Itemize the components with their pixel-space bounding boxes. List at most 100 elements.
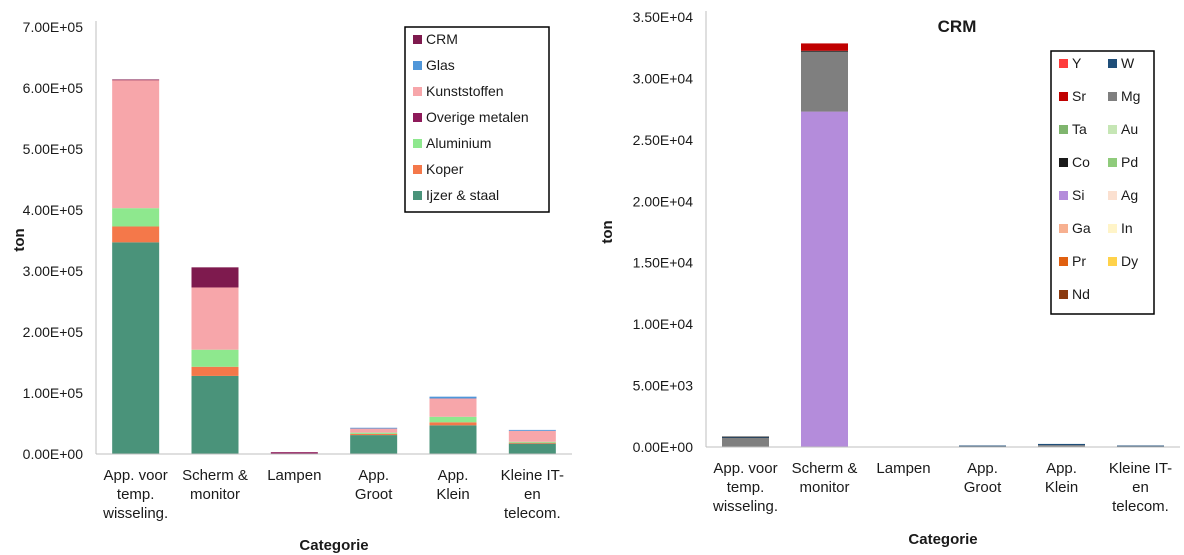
chart1-y-tick-label: 5.00E+05 [23, 141, 84, 157]
chart2-bar-segment [801, 111, 848, 447]
chart1-bar-segment [429, 422, 477, 426]
chart2-legend-swatch [1108, 92, 1117, 101]
chart2-bar-segment [722, 437, 769, 447]
chart2-bar-segment [1038, 445, 1085, 447]
chart2-category-label: App. [1046, 460, 1077, 477]
chart2-category-label: en [1132, 479, 1149, 496]
chart2-legend-swatch [1059, 92, 1068, 101]
chart2-category-label: telecom. [1112, 498, 1169, 515]
chart1-bar-segment [191, 349, 239, 367]
chart2-legend-label: In [1121, 220, 1133, 236]
chart1-category-label: telecom. [504, 505, 561, 522]
chart2-bar-segment [722, 436, 769, 438]
chart2-legend-swatch [1059, 59, 1068, 68]
chart2-legend-label: Y [1072, 55, 1082, 71]
chart2-legend-swatch [1059, 257, 1068, 266]
chart2-x-axis-title: Categorie [908, 531, 977, 548]
chart1-bar-segment [350, 433, 398, 436]
chart1-x-axis-title: Categorie [299, 537, 368, 554]
chart2-legend-swatch [1059, 125, 1068, 134]
chart2-legend-label: Ta [1072, 121, 1087, 137]
chart1-bar-segment [508, 443, 556, 454]
chart1-bar-segment [508, 430, 556, 442]
chart2-legend-swatch [1108, 224, 1117, 233]
chart2-legend-swatch [1108, 257, 1117, 266]
chart2-legend-swatch [1108, 158, 1117, 167]
chart2-legend-swatch [1059, 158, 1068, 167]
chart2-y-tick-label: 1.50E+04 [633, 255, 694, 271]
chart2-category-label: wisseling. [712, 498, 778, 515]
chart2-legend-swatch [1108, 59, 1117, 68]
chart2-legend-swatch [1108, 125, 1117, 134]
chart1-category-label: wisseling. [102, 505, 168, 522]
chart1-legend-swatch [413, 191, 422, 200]
chart1-category-label: Scherm & [182, 467, 248, 484]
chart1-category-label: Klein [436, 486, 469, 503]
chart1-category-label: App. voor [104, 467, 168, 484]
chart2-y-tick-label: 1.00E+04 [633, 316, 694, 332]
chart2-legend-label: Sr [1072, 88, 1086, 104]
chart1-legend-label: Ijzer & staal [426, 187, 499, 203]
chart2-bar-segment [1038, 443, 1085, 446]
chart1-y-axis-title: ton [11, 228, 28, 251]
chart2-y-tick-label: 3.50E+04 [633, 9, 694, 25]
chart1-bar-segment [429, 398, 477, 417]
chart2-category-label: Scherm & [792, 460, 858, 477]
chart1-y-tick-label: 3.00E+05 [23, 263, 84, 279]
chart2-bar-segment [801, 51, 848, 112]
chart2-legend-label: Pd [1121, 154, 1138, 170]
chart1-legend-label: Aluminium [426, 135, 491, 151]
chart2-legend-swatch [1059, 290, 1068, 299]
chart2-bar-segment [801, 50, 848, 52]
chart1-bar-segment [429, 416, 477, 423]
chart1-bar-segment [350, 435, 398, 454]
chart1-bar-segment [191, 287, 239, 350]
chart2-legend-label: Pr [1072, 253, 1086, 269]
chart1-legend-swatch [413, 61, 422, 70]
chart2-category-label: Groot [964, 479, 1002, 496]
chart1-y-tick-label: 7.00E+05 [23, 19, 84, 35]
chart2-category-label: Lampen [876, 460, 930, 477]
chart1-legend-label: Kunststoffen [426, 83, 504, 99]
chart1-bar-segment [429, 425, 477, 454]
chart1-bar-segment [112, 80, 160, 209]
chart1-bar-segment [350, 432, 398, 434]
chart2-bar-segment [722, 437, 769, 438]
chart1-y-tick-label: 2.00E+05 [23, 324, 84, 340]
chart1-bar-segment [191, 375, 239, 454]
chart1-bar-segment [112, 242, 160, 454]
chart1-legend-swatch [413, 35, 422, 44]
chart2-y-tick-label: 2.50E+04 [633, 132, 694, 148]
chart2-category-label: temp. [727, 479, 765, 496]
chart2-y-tick-label: 0.00E+00 [633, 439, 694, 455]
chart2-bar-segment [959, 445, 1006, 447]
chart1-legend-swatch [413, 165, 422, 174]
chart1-bar-segment [112, 226, 160, 243]
chart1-y-tick-label: 1.00E+05 [23, 385, 84, 401]
chart1-category-label: temp. [117, 486, 155, 503]
chart2-legend-label: Ag [1121, 187, 1138, 203]
chart1-legend-label: Overige metalen [426, 109, 529, 125]
chart2-legend-swatch [1059, 224, 1068, 233]
chart1-bar-segment [508, 442, 556, 444]
chart1-y-tick-label: 6.00E+05 [23, 80, 84, 96]
chart2-legend-swatch [1108, 191, 1117, 200]
chart1-legend-label: CRM [426, 31, 458, 47]
chart2-category-label: Klein [1045, 479, 1078, 496]
chart1-category-label: Kleine IT- [501, 467, 564, 484]
chart1-category-label: en [524, 486, 541, 503]
chart2-bar-segment [1117, 445, 1164, 447]
chart1-bar-segment [112, 79, 160, 81]
chart2-legend-label: Ga [1072, 220, 1091, 236]
chart1-legend-swatch [413, 139, 422, 148]
chart1-legend-label: Koper [426, 161, 464, 177]
chart1-bar-segment [191, 366, 239, 376]
chart2-y-tick-label: 5.00E+03 [633, 378, 694, 394]
chart2-legend-label: Si [1072, 187, 1084, 203]
chart1-legend-swatch [413, 113, 422, 122]
chart2-y-axis-title: ton [599, 220, 616, 243]
chart1-bar-segment [270, 452, 318, 454]
chart1-category-label: Lampen [267, 467, 321, 484]
chart1-bar-segment [429, 396, 477, 399]
